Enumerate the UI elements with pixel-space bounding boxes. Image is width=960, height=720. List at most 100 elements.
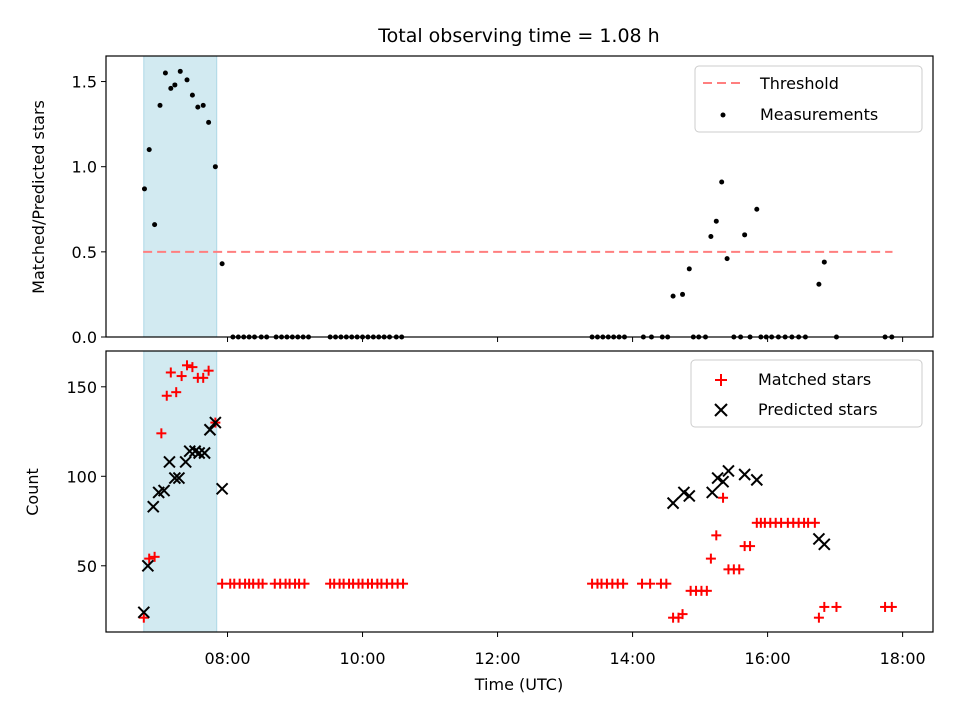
predicted-point	[711, 471, 724, 485]
y-tick-label: 0.5	[72, 243, 97, 262]
measurement-point	[742, 232, 748, 238]
panel-counts: 50 100 150 Count Matched stars Predicted s…	[23, 350, 934, 637]
counts-axes-frame	[105, 350, 934, 633]
matched-point	[886, 601, 897, 612]
counts-legend: Matched stars Predicted stars	[690, 359, 923, 428]
matched-point	[813, 612, 824, 623]
legend-threshold-label: Threshold	[759, 74, 839, 93]
ratio-legend-box	[694, 65, 923, 133]
predicted-point	[198, 446, 211, 460]
counts-y-axis-label: Count	[23, 468, 42, 516]
series-measurements	[141, 68, 895, 340]
matched-point	[299, 578, 310, 589]
y-tick-label: 150	[66, 378, 97, 397]
matched-point	[705, 553, 716, 564]
matched-point	[809, 517, 820, 528]
series-predicted-stars	[137, 416, 831, 619]
measurement-point	[816, 281, 822, 287]
matched-point	[138, 612, 149, 623]
predicted-point	[141, 559, 155, 572]
matched-point	[711, 530, 722, 541]
matched-point	[187, 362, 198, 373]
counts-plot-area: 50 100 150	[66, 350, 904, 637]
matched-point	[819, 601, 830, 612]
predicted-point	[818, 538, 831, 551]
matched-point	[645, 578, 656, 589]
x-tick-label: 14:00	[610, 649, 656, 668]
matched-point	[161, 390, 172, 401]
panel-ratio: 0.0 0.5 1.0 1.5 Matched/Predicted stars Thr…	[29, 55, 934, 347]
measurement-point	[157, 102, 163, 108]
x-tick-label: 12:00	[475, 649, 521, 668]
measurement-point	[141, 186, 147, 192]
matched-point	[734, 564, 745, 575]
predicted-point	[163, 455, 176, 469]
x-tick-label: 16:00	[745, 649, 791, 668]
measurement-point	[184, 77, 190, 83]
y-tick-label: 50	[77, 557, 97, 576]
predicted-point	[157, 484, 171, 497]
matched-point	[661, 578, 672, 589]
predicted-point	[750, 473, 764, 487]
predicted-point	[706, 486, 719, 499]
matched-point	[831, 601, 842, 612]
matched-point	[718, 492, 729, 503]
matched-point	[182, 360, 193, 371]
matched-point	[701, 585, 712, 596]
measurement-point	[724, 256, 730, 262]
predicted-point	[666, 496, 680, 510]
measurement-point	[206, 119, 212, 125]
predicted-point	[172, 471, 186, 485]
x-axis-label: Time (UTC)	[474, 675, 563, 694]
measurement-point	[754, 206, 760, 212]
measurement-point	[172, 82, 178, 88]
y-tick-label: 1.0	[72, 158, 97, 177]
matched-point	[677, 609, 688, 620]
predicted-point	[215, 482, 229, 496]
predicted-point	[722, 464, 735, 478]
predicted-point	[677, 486, 691, 499]
ratio-axes-frame	[105, 55, 934, 338]
observing-span-shade	[143, 55, 218, 338]
matched-point	[176, 371, 187, 382]
legend-measurements-swatch	[720, 112, 726, 118]
legend-matched-swatch	[715, 374, 727, 386]
matched-point	[398, 578, 409, 589]
measurement-point	[680, 291, 686, 297]
predicted-point	[188, 445, 202, 458]
measurement-point	[821, 259, 827, 265]
x-axis: 08:00 10:00 12:00 14:00 16:00 18:00	[204, 649, 925, 668]
y-tick-label: 100	[66, 467, 97, 486]
measurement-point	[212, 164, 218, 170]
measurement-point	[200, 102, 206, 108]
measurement-point	[195, 104, 201, 110]
legend-predicted-label: Predicted stars	[758, 400, 878, 419]
predicted-point	[168, 471, 182, 485]
predicted-point	[137, 606, 151, 619]
measurement-point	[152, 222, 158, 228]
matched-point	[165, 367, 176, 378]
matched-point	[156, 428, 167, 439]
predicted-point	[738, 468, 751, 481]
matched-point	[171, 387, 182, 398]
measurement-point	[713, 218, 719, 224]
legend-measurements-label: Measurements	[760, 105, 878, 124]
x-tick-label: 10:00	[339, 649, 385, 668]
measurement-point	[670, 293, 676, 299]
measurement-point	[168, 85, 174, 91]
x-tick-label: 08:00	[204, 649, 250, 668]
measurement-point	[219, 261, 225, 267]
legend-matched-label: Matched stars	[758, 370, 871, 389]
matched-point	[257, 578, 268, 589]
ratio-legend: Threshold Measurements	[694, 65, 923, 133]
measurement-point	[708, 234, 714, 240]
matched-point	[203, 365, 214, 376]
observing-span-shade	[143, 350, 218, 633]
predicted-point	[179, 455, 192, 469]
series-matched-stars	[138, 360, 897, 623]
y-tick-label: 0.0	[72, 328, 97, 347]
chart-title: Total observing time = 1.08 h	[377, 25, 659, 47]
predicted-point	[147, 500, 160, 513]
matched-point	[144, 553, 155, 564]
